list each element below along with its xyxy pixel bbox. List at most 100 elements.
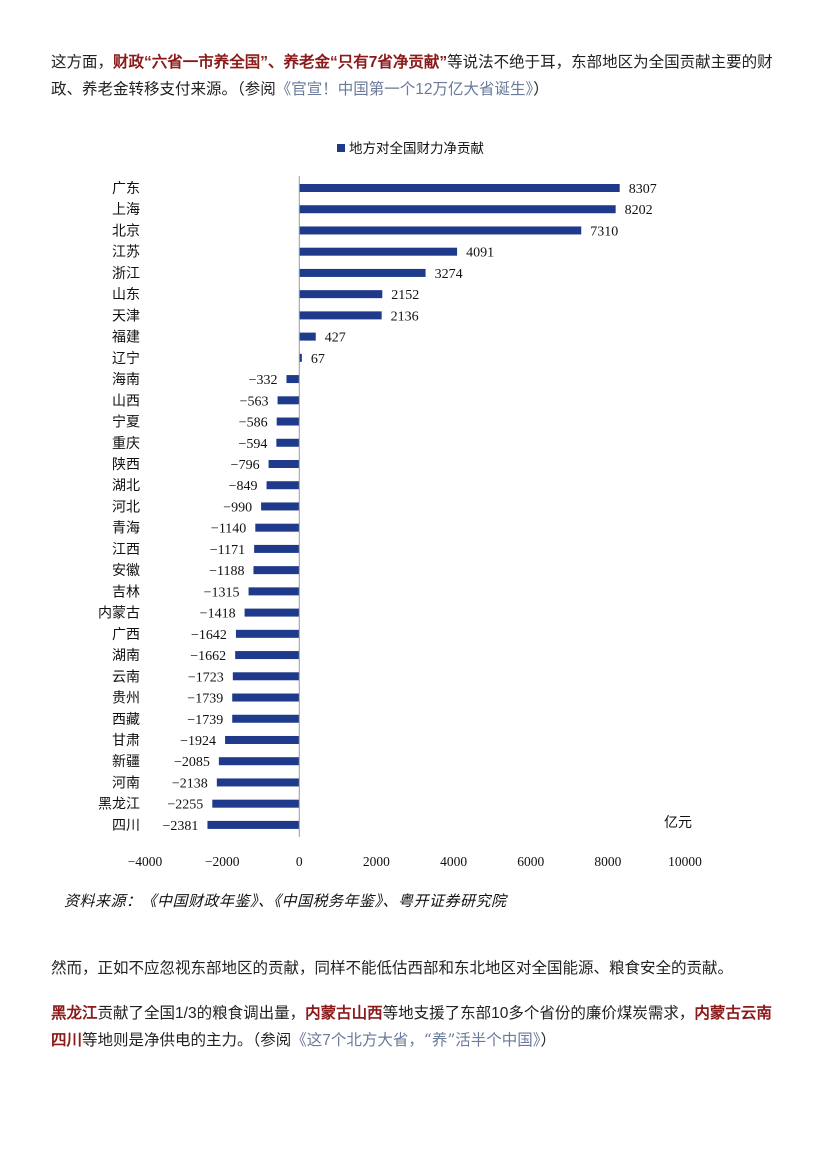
value-label: −1171 [210,543,245,558]
value-label: −1739 [187,713,223,728]
bar-西藏 [232,714,300,723]
bar-山西 [277,396,300,405]
bar-内蒙古 [244,608,300,617]
category-label: 山西 [112,393,140,409]
close-paren-2: ） [540,1031,557,1049]
category-label: 宁夏 [112,414,140,431]
value-label: 8307 [629,182,657,197]
bar-chart: 地方对全国财力净贡献 广东上海北京江苏浙江山东天津福建辽宁海南山西宁夏重庆陕西湖… [98,140,702,869]
bar-吉林 [248,587,300,596]
value-label: −1418 [200,607,236,622]
category-label: 河南 [112,775,140,791]
bar-安徽 [253,566,300,575]
category-label: 西藏 [112,712,140,728]
category-label: 湖北 [112,478,140,494]
bar-陕西 [268,459,300,468]
bar-天津 [299,311,382,320]
bar-湖北 [266,481,300,490]
x-axis: −4000 −2000 0 2000 4000 6000 8000 10000 [128,176,702,869]
category-label: 安徽 [112,563,140,579]
value-label: −2255 [167,798,203,813]
intro-text: 这方面， [51,53,114,71]
value-label: −1140 [211,522,246,537]
value-label: 3274 [435,267,463,282]
bar-湖南 [235,651,300,660]
category-label: 江西 [112,542,140,558]
unit-label: 亿元 [664,815,692,831]
bar-青海 [255,523,300,532]
category-label: 河北 [112,499,140,515]
para3-text-1b: 的粮食调出量， [196,1004,306,1022]
article-link-2-part2[interactable]: 个北方大省，“养”活半个中国》 [330,1031,541,1049]
bar-新疆 [218,757,300,766]
value-label: −1739 [187,692,223,707]
article-link-part1[interactable]: 《官宣！中国第一个 [275,80,416,98]
category-labels: 广东上海北京江苏浙江山东天津福建辽宁海南山西宁夏重庆陕西湖北河北青海江西安徽吉林… [98,181,140,834]
intro-paragraph: 这方面，财政“六省一市养全国”、养老金“只有7省净贡献”等说法不绝于耳，东部地区… [51,49,779,103]
bar-重庆 [276,438,300,447]
category-label: 辽宁 [112,350,140,367]
legend-swatch [337,144,345,152]
category-label: 甘肃 [112,733,140,749]
category-label: 上海 [112,202,140,218]
highlight-number: 7 [368,54,378,71]
value-label: −849 [229,479,258,494]
article-link-2-number[interactable]: 7 [322,1032,331,1049]
highlight-claim-end: 省净贡献” [377,54,448,71]
category-label: 新疆 [112,754,140,770]
article-link-part2[interactable]: 万亿大省诞生》 [432,80,534,98]
highlight-power-provinces: 内蒙古云南四川 [51,1005,772,1049]
chart-legend: 地方对全国财力净贡献 [337,140,484,157]
category-label: 天津 [112,308,140,324]
article-link-number[interactable]: 12 [415,81,433,98]
category-label: 湖南 [112,648,140,664]
category-label: 内蒙古 [98,606,140,622]
para3-number-2: 10 [491,1005,509,1022]
value-label: −594 [238,437,267,452]
category-label: 黑龙江 [98,797,140,813]
para3-text-2b: 多个省份的廉价煤炭需求， [508,1004,695,1022]
bar-山东 [299,290,383,299]
bar-上海 [299,205,616,214]
category-label: 海南 [112,372,140,388]
category-label: 四川 [112,818,140,834]
value-label: −2138 [172,776,208,791]
bar-贵州 [232,693,300,702]
value-label: −2381 [163,819,199,834]
category-label: 广西 [112,627,140,643]
value-label: 2152 [391,288,419,303]
para3-text-3: 等地则是净供电的主力。（参阅 [82,1031,292,1049]
category-label: 广东 [112,181,140,197]
bar-宁夏 [276,417,300,426]
article-link-2-part1[interactable]: 《这 [291,1031,323,1049]
x-tick-label: 6000 [517,854,544,869]
article-link[interactable]: 《官宣！中国第一个12万亿大省诞生》 [276,80,534,98]
category-label: 福建 [112,330,140,346]
x-tick-label: 4000 [440,854,467,869]
bar-广西 [235,629,300,638]
bar-黑龙江 [212,799,300,808]
highlight-neimenggu-shanxi: 内蒙古山西 [305,1005,383,1022]
data-source: 资料来源：《中国财政年鉴》、《中国税务年鉴》、粤开证券研究院 [64,892,507,910]
bar-广东 [299,184,620,192]
bar-福建 [299,332,316,341]
category-label: 江苏 [112,245,140,261]
value-label: 2136 [391,309,419,324]
x-tick-label: −4000 [128,854,163,869]
bar-江西 [254,544,300,553]
bar-云南 [232,672,300,681]
paragraph-2: 然而，正如不应忽视东部地区的贡献，同样不能低估西部和东北地区对全国能源、粮食安全… [51,959,734,977]
category-label: 贵州 [112,691,140,707]
x-tick-label: 8000 [594,854,621,869]
category-label: 浙江 [112,266,140,282]
value-label: 67 [311,352,325,367]
x-tick-label: 0 [296,854,303,869]
value-label: −1315 [204,585,240,600]
para3-number-1: 1/3 [175,1005,197,1022]
x-tick-label: 10000 [668,854,702,869]
highlight-claim: 财政“六省一市养全国”、养老金“只有 [113,54,369,71]
article-link-2[interactable]: 《这7个北方大省，“养”活半个中国》 [291,1031,540,1049]
para3-text-1: 贡献了全国 [97,1004,176,1022]
bar-海南 [286,375,300,384]
